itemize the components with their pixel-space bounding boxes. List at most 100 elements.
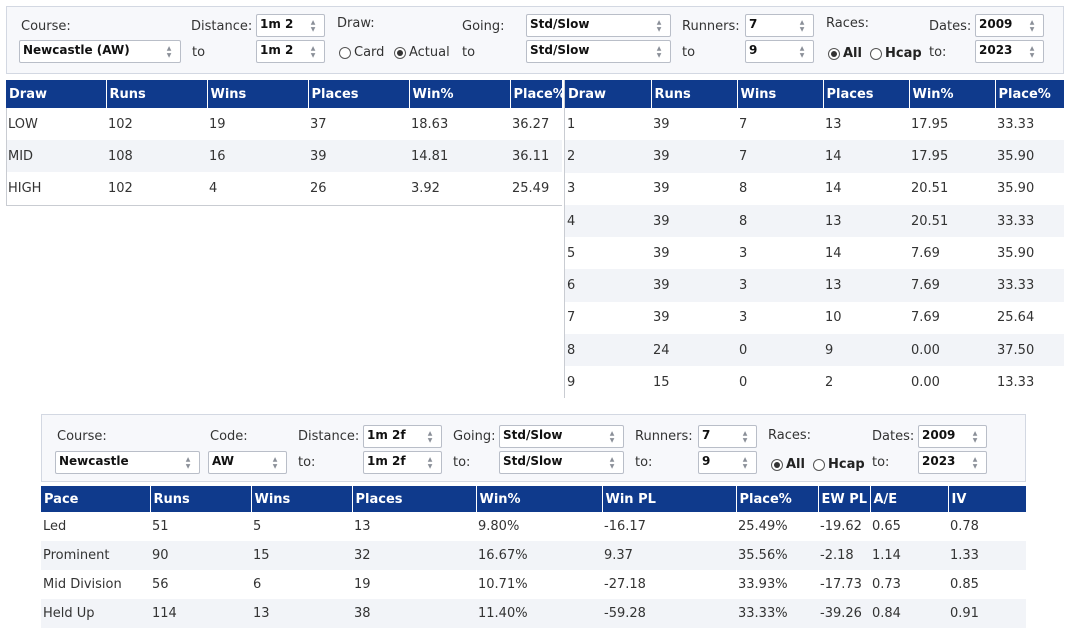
runners-to-value: 9 <box>702 454 711 468</box>
going-from-value: Std/Slow <box>503 428 563 442</box>
runners-from-select[interactable]: 7 ▲ ▼ <box>745 14 814 37</box>
column-header[interactable]: Places <box>822 80 909 108</box>
table-cell: 39 <box>653 310 670 326</box>
distance-from-select[interactable]: 1m 2 ▲ ▼ <box>256 14 325 37</box>
column-header[interactable]: Win% <box>908 80 995 108</box>
column-header[interactable]: Win% <box>475 486 602 512</box>
table-cell: 19 <box>354 577 371 592</box>
dates-from-select[interactable]: 2009 ▲ ▼ <box>975 14 1044 37</box>
chevron-updown-icon: ▲ ▼ <box>742 455 748 470</box>
races-all-radio[interactable]: All <box>828 46 862 61</box>
chevron-updown-icon: ▲ ▼ <box>310 18 316 33</box>
table-cell: 20.51 <box>909 204 995 238</box>
column-header[interactable]: Win PL <box>601 486 736 512</box>
table-cell: 36.27 <box>512 116 550 132</box>
chevron-updown-icon: ▲ ▼ <box>272 455 278 470</box>
distance-to-value: 1m 2f <box>367 454 406 468</box>
going-from-select[interactable]: Std/Slow ▲ ▼ <box>499 425 624 448</box>
course-value: Newcastle <box>59 454 129 468</box>
course-value: Newcastle (AW) <box>23 43 130 57</box>
table-row: 7 39 3 10 7.69 25.64 <box>565 302 1064 334</box>
dates-from-select[interactable]: 2009 ▲ ▼ <box>918 425 987 448</box>
column-header[interactable]: A/E <box>869 486 948 512</box>
table-row: 8 24 0 9 0.00 37.50 <box>565 334 1064 367</box>
column-header[interactable]: EW PL <box>817 486 870 512</box>
column-header[interactable]: Place% <box>509 80 566 108</box>
table-cell: 3 <box>739 310 748 326</box>
races-hcap-radio[interactable]: Hcap <box>813 457 865 472</box>
chevron-updown-icon: ▲ ▼ <box>609 455 615 470</box>
radio-icon <box>813 458 825 471</box>
table-cell: HIGH <box>8 180 42 196</box>
table-cell: 37.50 <box>995 334 1064 367</box>
pace-table: Pace Runs Wins Places Win% Win PL Place% EW PL A… <box>41 486 1026 628</box>
column-header[interactable]: Places <box>307 80 409 108</box>
code-select[interactable]: AW ▲ ▼ <box>208 451 287 474</box>
runners-to-label: to: <box>635 455 653 470</box>
column-header[interactable]: Runs <box>650 80 737 108</box>
table-border-left <box>6 108 7 206</box>
column-header[interactable]: IV <box>947 486 1026 512</box>
table-row: 3 39 8 14 20.51 35.90 <box>565 173 1064 205</box>
course-label: Course: <box>21 19 71 34</box>
table-cell: 25.49% <box>738 519 788 534</box>
column-header[interactable]: Runs <box>149 486 251 512</box>
table-cell: 13 <box>823 269 909 302</box>
column-header[interactable]: Place% <box>735 486 818 512</box>
going-from-select[interactable]: Std/Slow ▲ ▼ <box>526 14 671 37</box>
table-row: 2 39 7 14 17.95 35.90 <box>565 140 1064 173</box>
column-header[interactable]: Win% <box>408 80 510 108</box>
dates-to-select[interactable]: 2023 ▲ ▼ <box>975 40 1044 63</box>
column-header[interactable]: Wins <box>736 80 823 108</box>
draw-card-radio[interactable]: Card <box>339 45 384 60</box>
runners-from-select[interactable]: 7 ▲ ▼ <box>698 425 757 448</box>
table-cell: 33.93% <box>738 577 788 592</box>
distance-to-value: 1m 2 <box>260 43 294 57</box>
table-cell: 51 <box>152 519 169 534</box>
distance-to-select[interactable]: 1m 2f ▲ ▼ <box>363 451 442 474</box>
going-to-select[interactable]: Std/Slow ▲ ▼ <box>526 40 671 63</box>
going-to-label: to: <box>453 455 471 470</box>
table-header-row: Draw Runs Wins Places Win% Place% <box>6 80 566 108</box>
course-select[interactable]: Newcastle (AW) ▲ ▼ <box>19 40 181 63</box>
chevron-updown-icon: ▲ ▼ <box>656 18 662 33</box>
radio-selected-icon <box>771 458 783 471</box>
races-all-radio[interactable]: All <box>771 457 805 472</box>
table-cell: 0.73 <box>872 577 901 592</box>
column-header[interactable]: Draw <box>6 80 106 108</box>
column-header[interactable]: Wins <box>250 486 352 512</box>
dates-label: Dates: <box>872 429 915 444</box>
table-row: Held Up 114 13 38 11.40% -59.28 33.33% -39.26 0.… <box>41 599 1026 628</box>
table-cell: 17.95 <box>911 116 949 132</box>
table-cell: 4 <box>209 180 218 196</box>
column-header[interactable]: Draw <box>565 80 651 108</box>
runners-label: Runners: <box>682 19 740 34</box>
going-to-select[interactable]: Std/Slow ▲ ▼ <box>499 451 624 474</box>
distance-to-select[interactable]: 1m 2 ▲ ▼ <box>256 40 325 63</box>
races-hcap-radio[interactable]: Hcap <box>870 46 922 61</box>
table-cell: 16.67% <box>476 541 602 570</box>
dates-to-select[interactable]: 2023 ▲ ▼ <box>918 451 987 474</box>
chevron-updown-icon: ▲ ▼ <box>427 455 433 470</box>
column-header[interactable]: Wins <box>206 80 308 108</box>
draw-actual-radio[interactable]: Actual <box>394 45 450 60</box>
chevron-updown-icon: ▲ ▼ <box>185 455 191 470</box>
course-select[interactable]: Newcastle ▲ ▼ <box>55 451 200 474</box>
table-cell: 38 <box>352 599 476 628</box>
table-cell: 39 <box>651 204 737 238</box>
column-header[interactable]: Places <box>351 486 476 512</box>
column-header[interactable]: Runs <box>105 80 207 108</box>
table-cell: 0.91 <box>948 599 1026 628</box>
column-header[interactable]: Pace <box>41 486 150 512</box>
table-cell: 7.69 <box>909 269 995 302</box>
table-cell: 15 <box>653 375 670 391</box>
distance-from-select[interactable]: 1m 2f ▲ ▼ <box>363 425 442 448</box>
table-cell: 13 <box>823 204 909 238</box>
chevron-updown-icon: ▲ ▼ <box>742 429 748 444</box>
runners-to-select[interactable]: 9 ▲ ▼ <box>745 40 814 63</box>
chevron-updown-icon: ▲ ▼ <box>1029 18 1035 33</box>
runners-to-select[interactable]: 9 ▲ ▼ <box>698 451 757 474</box>
column-header[interactable]: Place% <box>994 80 1064 108</box>
runners-from-value: 7 <box>749 17 758 31</box>
chevron-updown-icon: ▲ ▼ <box>799 44 805 59</box>
